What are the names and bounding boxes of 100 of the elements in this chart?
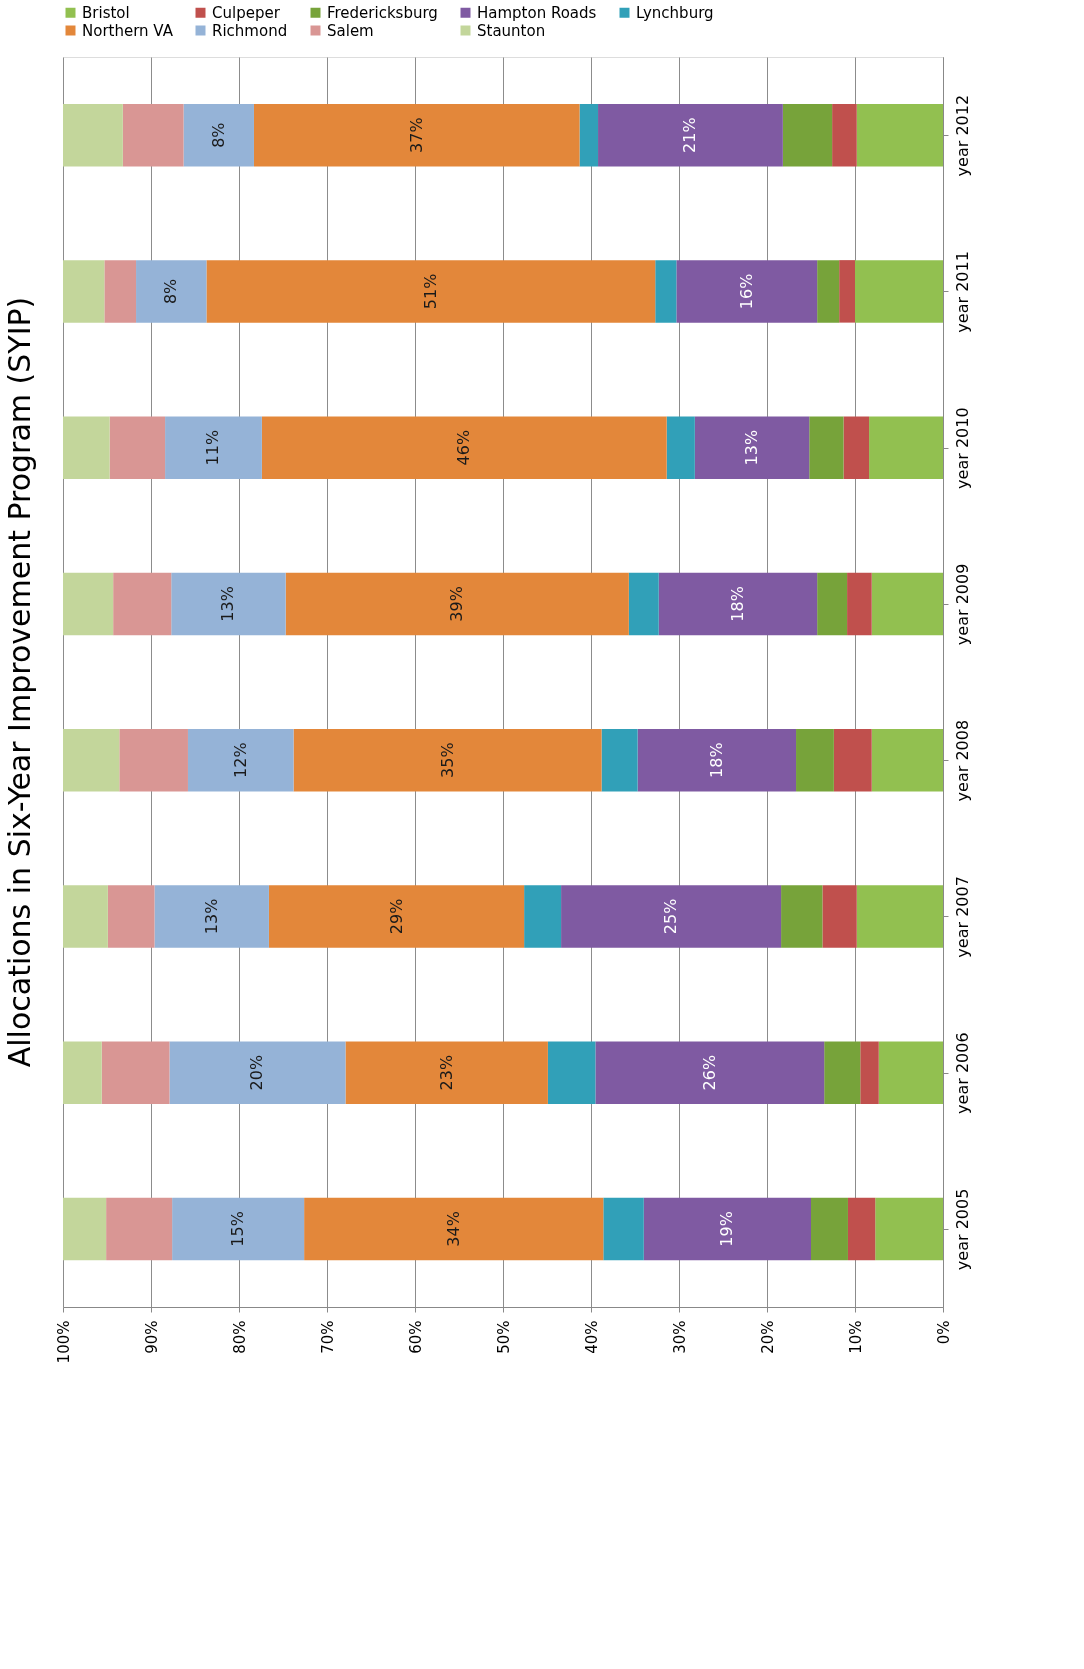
bar [104,260,137,323]
x-tick-label: 70% [318,1320,337,1354]
bar [603,1197,644,1261]
bar [171,572,286,636]
y-tick-label: year 2007 [952,876,972,958]
y-tick-label: year 2008 [952,719,972,802]
data-label: 18% [727,586,747,622]
bar [113,572,172,636]
bar [101,1041,170,1104]
data-label: 29% [386,898,406,935]
bar [655,260,677,323]
bar [107,885,155,948]
bar [187,728,294,792]
bar [666,416,695,479]
text: Allocations in Six-Year Improvement Program (SYIP) [2,296,37,1068]
bar [847,1197,876,1261]
bar [875,1197,943,1261]
bar [809,416,844,479]
bar [172,1197,305,1261]
bar [817,260,840,323]
bar [839,260,855,323]
bar [63,260,105,323]
bar [183,103,254,167]
legend-label: Fredericksburg [327,3,438,22]
data-label: 12% [230,742,250,778]
bar [109,416,166,479]
data-label: 18% [706,742,726,778]
data-label: 13% [218,586,238,622]
y-tick-label: year 2010 [952,407,972,489]
bar [524,885,562,948]
data-label: 11% [203,429,223,466]
data-label: 15% [228,1211,248,1247]
bar [822,885,857,948]
bar [285,572,629,636]
data-label: 26% [699,1054,719,1091]
data-label: 34% [443,1211,463,1247]
x-tick-label: 100% [54,1320,73,1364]
x-tick-label: 90% [142,1320,161,1354]
bar [871,728,943,792]
bar [855,260,943,323]
bar [63,728,120,792]
data-label: 16% [736,273,756,310]
data-label: 37% [406,117,426,153]
y-tick-label: year 2009 [952,563,972,646]
data-label: 13% [201,898,221,935]
bar [106,1197,173,1261]
bar [856,885,943,948]
y-tick-label: year 2012 [952,94,972,177]
bar [676,260,818,323]
bar [694,416,810,479]
data-label: 39% [447,586,467,622]
data-label: 19% [717,1211,737,1247]
data-label: 20% [247,1054,267,1091]
bar [169,1041,346,1104]
bar [628,572,659,636]
legend-label: Staunton [477,21,546,40]
bar [658,572,818,636]
data-label: 8% [161,278,181,305]
bar [833,728,872,792]
bar [63,1041,102,1104]
legend-label: Culpeper [212,3,281,22]
bar [547,1041,596,1104]
bar [345,1041,548,1104]
bar [856,103,943,167]
bar [869,416,943,479]
bar [847,572,872,636]
bar [63,885,108,948]
bar [293,728,602,792]
data-label: 46% [454,429,474,466]
bar [843,416,870,479]
bar [832,103,857,167]
bar [871,572,943,636]
bar [782,103,833,167]
y-tick-label: year 2005 [952,1188,972,1271]
bar [63,416,110,479]
data-label: 8% [208,122,228,148]
x-tick-label: 0% [934,1320,953,1345]
bar [796,728,834,792]
y-tick-label: year 2006 [952,1032,972,1114]
bar [601,728,638,792]
x-tick-label: 40% [582,1320,601,1354]
x-tick-label: 20% [758,1320,777,1354]
bar [878,1041,943,1104]
bar [261,416,667,479]
bar [63,1197,107,1261]
bar [811,1197,848,1261]
bar [824,1041,861,1104]
legend-label: Salem [327,21,374,40]
bar [63,103,123,167]
bar [268,885,525,948]
data-label: 51% [420,273,440,310]
data-label: 13% [742,429,762,466]
bar [860,1041,879,1104]
data-label: 21% [680,117,700,153]
data-label: 25% [661,898,681,935]
bar [579,103,599,167]
data-label: 23% [436,1054,456,1091]
legend-label: Bristol [82,3,130,22]
bar [122,103,184,167]
x-tick-label: 50% [494,1320,513,1354]
